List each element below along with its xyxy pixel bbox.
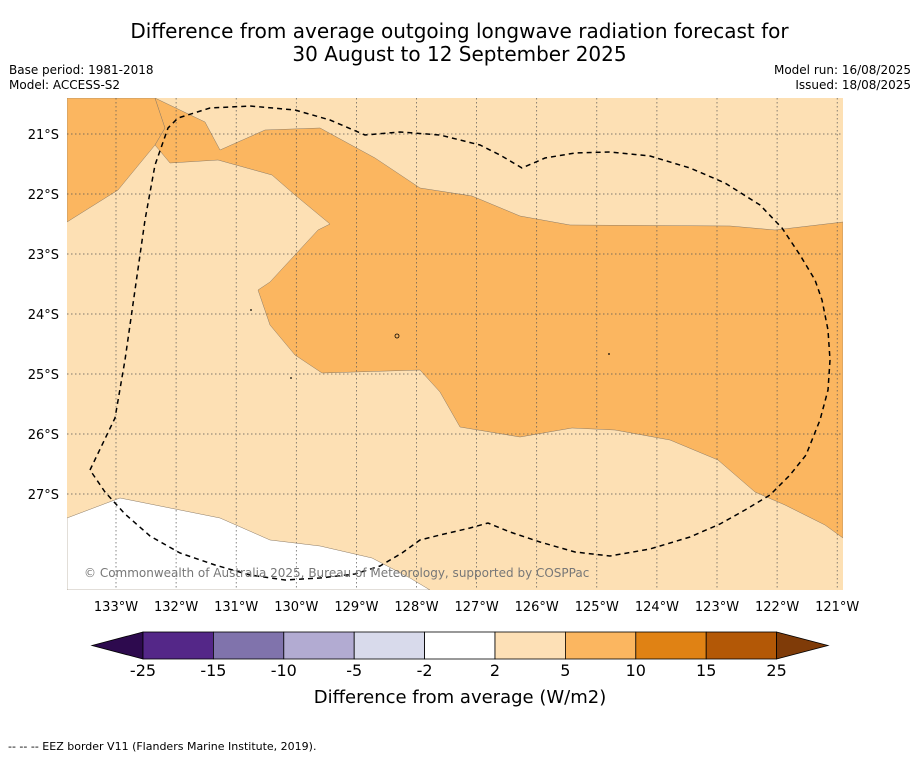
island-marker (250, 309, 252, 311)
map-panel (67, 98, 843, 590)
colorbar-title: Difference from average (W/m2) (314, 687, 606, 708)
longitude-labels: 133°W 132°W 131°W 130°W 129°W 128°W 127°W 126°W… (94, 600, 860, 615)
colorbar (90, 631, 830, 660)
latitude-label: 23°S (28, 248, 59, 263)
longitude-label: 126°W (515, 600, 559, 615)
longitude-label: 125°W (575, 600, 619, 615)
colorbar-segment (353, 631, 426, 660)
island-marker (290, 377, 292, 379)
latitude-label: 22°S (28, 188, 59, 203)
title-line-2: 30 August to 12 September 2025 (292, 42, 627, 66)
colorbar-tick-label: 2 (490, 661, 500, 680)
issued-label: Issued: 18/08/2025 (795, 78, 911, 92)
latitude-label: 25°S (28, 368, 59, 383)
colorbar-tick-label: -5 (346, 661, 362, 680)
colorbar-tick-label: -2 (417, 661, 433, 680)
eez-border-dashed-line (89, 105, 831, 581)
longitude-label: 128°W (394, 600, 438, 615)
colorbar-segment (212, 631, 285, 660)
latitude-label: 24°S (28, 308, 59, 323)
map-graticule (67, 98, 843, 590)
latitude-labels: 21°S 22°S 23°S 24°S 25°S 26°S 27°S (28, 128, 59, 503)
colorbar-tick-label: 25 (766, 661, 786, 680)
colorbar-extend-low (90, 631, 144, 660)
colorbar-segment (494, 631, 566, 660)
colorbar-segment (635, 631, 707, 660)
colorbar-tick-label: 10 (626, 661, 646, 680)
colorbar-segment (142, 631, 214, 660)
longitude-label: 129°W (334, 600, 378, 615)
colorbar-extend-high (776, 631, 830, 660)
colorbar-tick-label: -10 (271, 661, 297, 680)
island-marker (394, 333, 400, 339)
latitude-label: 21°S (28, 128, 59, 143)
colorbar-segment (705, 631, 778, 660)
longitude-label: 123°W (695, 600, 739, 615)
model-label: Model: ACCESS-S2 (9, 78, 121, 92)
colorbar-tick-label: -15 (200, 661, 226, 680)
colorbar-tick-label: 5 (560, 661, 570, 680)
longitude-label: 122°W (755, 600, 799, 615)
longitude-label: 133°W (94, 600, 138, 615)
longitude-label: 124°W (635, 600, 679, 615)
longitude-label: 132°W (154, 600, 198, 615)
title-line-1: Difference from average outgoing longwav… (130, 19, 789, 43)
anomaly-below-2-region (67, 497, 431, 590)
colorbar-segment (565, 631, 637, 660)
copyright-notice: © Commonwealth of Australia 2025, Bureau… (84, 566, 589, 580)
longitude-label: 121°W (815, 600, 859, 615)
longitude-label: 131°W (214, 600, 258, 615)
colorbar-segment (424, 631, 496, 660)
model-run-label: Model run: 16/08/2025 (773, 63, 911, 77)
colorbar-tick-labels: -25 -15 -10 -5 -2 2 5 10 15 25 (130, 661, 787, 680)
island-marker (608, 353, 610, 355)
colorbar-tick-label: -25 (130, 661, 156, 680)
latitude-label: 27°S (28, 488, 59, 503)
anomaly-5-to-10-region-main (154, 98, 843, 539)
longitude-label: 127°W (455, 600, 499, 615)
latitude-label: 26°S (28, 428, 59, 443)
longitude-label: 130°W (274, 600, 318, 615)
colorbar-segment (283, 631, 355, 660)
eez-legend-note: -- -- -- EEZ border V11 (Flanders Marine… (8, 740, 317, 753)
colorbar-tick-label: 15 (696, 661, 716, 680)
base-period-label: Base period: 1981-2018 (9, 63, 154, 77)
